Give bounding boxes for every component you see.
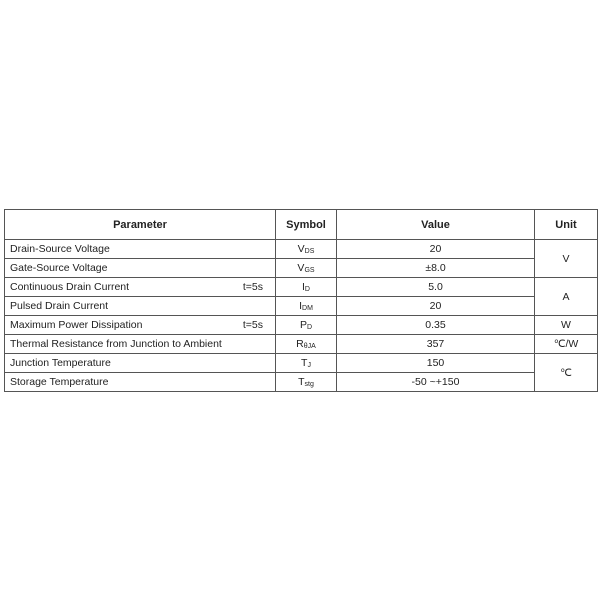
table-row: Continuous Drain Current t=5s ID 5.0 A bbox=[4, 277, 598, 316]
header-unit: Unit bbox=[534, 209, 598, 240]
symbol-subscript: DM bbox=[302, 305, 313, 312]
value-cell: 5.0 bbox=[336, 277, 535, 297]
value-cell: ±8.0 bbox=[336, 258, 535, 278]
condition-label: t=5s bbox=[242, 319, 263, 331]
value-cell: 357 bbox=[336, 334, 535, 354]
parameter-cell: Storage Temperature bbox=[4, 372, 276, 392]
parameter-label: Junction Temperature bbox=[10, 357, 111, 369]
value-cell: 150 bbox=[336, 353, 535, 373]
symbol-subscript: GS bbox=[304, 267, 315, 274]
parameter-cell: Continuous Drain Current t=5s bbox=[4, 277, 276, 297]
symbol-cell: ID bbox=[275, 277, 337, 297]
parameter-label: Thermal Resistance from Junction to Ambi… bbox=[10, 338, 222, 350]
parameter-cell: Thermal Resistance from Junction to Ambi… bbox=[4, 334, 276, 354]
table-row: Thermal Resistance from Junction to Ambi… bbox=[4, 334, 598, 354]
symbol: V bbox=[297, 243, 305, 255]
value-cell: -50 ~+150 bbox=[336, 372, 535, 392]
unit-cell: V bbox=[534, 239, 598, 278]
symbol-cell: PD bbox=[275, 315, 337, 335]
absolute-maximum-ratings-table: Parameter Symbol Value Unit Drain-Source… bbox=[4, 209, 598, 392]
table-row: Gate-Source Voltage VGS ±8.0 bbox=[4, 258, 598, 278]
parameter-cell: Maximum Power Dissipation t=5s bbox=[4, 315, 276, 335]
symbol: I bbox=[299, 300, 303, 312]
table-row: Maximum Power Dissipation t=5s PD 0.35 W bbox=[4, 315, 598, 335]
table-row: Junction Temperature TJ 150 ℃ bbox=[4, 353, 598, 392]
symbol-subscript: θJA bbox=[303, 343, 316, 350]
header-row: Parameter Symbol Value Unit bbox=[4, 209, 598, 240]
condition-label: t=5s bbox=[242, 281, 263, 293]
table-row: Storage Temperature Tstg -50 ~+150 bbox=[4, 372, 598, 392]
parameter-cell: Junction Temperature bbox=[4, 353, 276, 373]
unit-cell: ℃/W bbox=[534, 334, 598, 354]
value-cell: 0.35 bbox=[336, 315, 535, 335]
symbol: T bbox=[298, 376, 305, 388]
parameter-cell: Drain-Source Voltage bbox=[4, 239, 276, 259]
header-symbol: Symbol bbox=[275, 209, 337, 240]
value-cell: 20 bbox=[336, 239, 535, 259]
header-value: Value bbox=[336, 209, 535, 240]
table-row: Drain-Source Voltage VDS 20 V bbox=[4, 239, 598, 278]
symbol: R bbox=[296, 338, 304, 350]
parameter-label: Pulsed Drain Current bbox=[10, 300, 109, 312]
symbol-subscript: J bbox=[307, 362, 311, 369]
symbol-subscript: DS bbox=[304, 248, 315, 255]
symbol-subscript: stg bbox=[304, 381, 314, 388]
unit-cell: A bbox=[534, 277, 598, 316]
parameter-cell: Gate-Source Voltage bbox=[4, 258, 276, 278]
unit-cell: W bbox=[534, 315, 598, 335]
table-row: Pulsed Drain Current IDM 20 bbox=[4, 296, 598, 316]
symbol-cell: Tstg bbox=[275, 372, 337, 392]
parameter-label: Gate-Source Voltage bbox=[10, 262, 108, 274]
symbol-subscript: D bbox=[304, 286, 310, 293]
symbol: I bbox=[302, 281, 305, 293]
header-parameter: Parameter bbox=[4, 209, 276, 240]
symbol-subscript: D bbox=[306, 324, 313, 331]
symbol-cell: VGS bbox=[275, 258, 337, 278]
parameter-label: Drain-Source Voltage bbox=[10, 243, 110, 255]
symbol-cell: TJ bbox=[275, 353, 337, 373]
parameter-cell: Pulsed Drain Current bbox=[4, 296, 276, 316]
symbol: T bbox=[301, 357, 308, 369]
parameter-label: Storage Temperature bbox=[10, 376, 109, 388]
parameter-label: Maximum Power Dissipation bbox=[10, 319, 143, 331]
unit-cell: ℃ bbox=[534, 353, 598, 392]
symbol-cell: VDS bbox=[275, 239, 337, 259]
symbol-cell: IDM bbox=[275, 296, 337, 316]
symbol: V bbox=[297, 262, 305, 274]
symbol-cell: RθJA bbox=[275, 334, 337, 354]
parameter-label: Continuous Drain Current bbox=[10, 281, 130, 293]
value-cell: 20 bbox=[336, 296, 535, 316]
symbol: P bbox=[299, 319, 307, 331]
